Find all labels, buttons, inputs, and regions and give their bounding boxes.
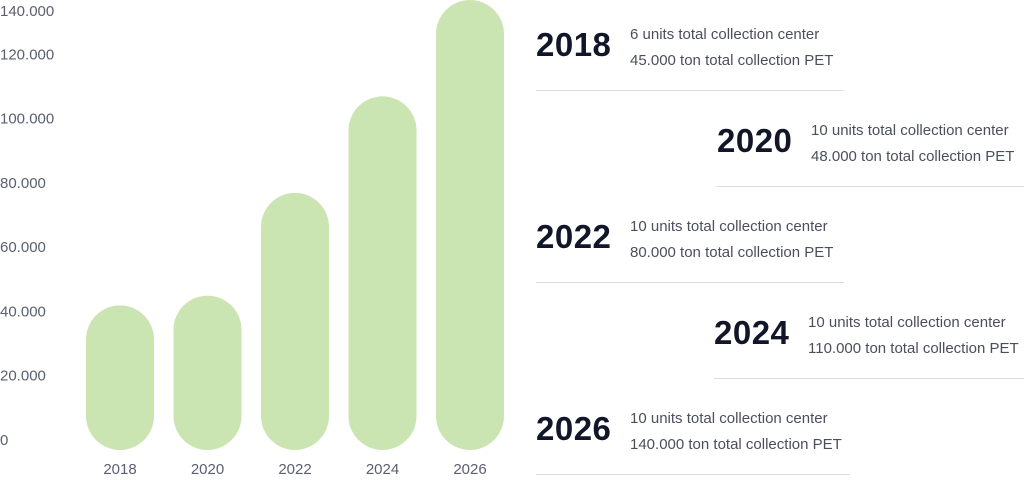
y-tick-label: 0 (0, 432, 8, 449)
x-tick-label: 2026 (453, 461, 486, 478)
x-tick-label: 2018 (103, 461, 136, 478)
y-tick-label: 140.000 (0, 3, 54, 20)
entry-tons: 110.000 ton total collection PET (808, 340, 1019, 357)
entry-2026: 2026 10 units total collection center 14… (536, 398, 850, 475)
y-tick-label: 40.000 (0, 303, 46, 320)
bar-2020 (173, 295, 242, 450)
bar-2026 (436, 0, 504, 450)
entry-year: 2022 (536, 218, 612, 255)
y-tick-label: 100.000 (0, 111, 54, 128)
y-tick-label: 20.000 (0, 368, 46, 385)
entry-units: 6 units total collection center (630, 26, 820, 43)
x-tick-label: 2020 (191, 461, 224, 478)
entry-2020: 2020 10 units total collection center 48… (717, 110, 1024, 187)
bar-2022 (261, 192, 329, 450)
bar-2024 (348, 96, 417, 450)
x-tick-label: 2022 (278, 461, 311, 478)
entry-units: 10 units total collection center (630, 218, 828, 235)
entry-2018: 2018 6 units total collection center 45.… (536, 14, 843, 91)
entry-tons: 45.000 ton total collection PET (630, 52, 834, 69)
entry-tons: 48.000 ton total collection PET (811, 148, 1015, 165)
bar-chart: 0 20.000 40.000 60.000 80.000 100.000 120.000 1… (0, 0, 504, 478)
y-tick-label: 60.000 (0, 239, 46, 256)
entry-units: 10 units total collection center (630, 410, 828, 427)
entry-2022: 2022 10 units total collection center 80… (536, 206, 844, 283)
entry-year: 2018 (536, 26, 612, 63)
entry-units: 10 units total collection center (808, 314, 1006, 331)
entry-tons: 80.000 ton total collection PET (630, 244, 834, 261)
y-tick-label: 80.000 (0, 175, 46, 192)
entry-units: 10 units total collection center (811, 122, 1009, 139)
entry-year: 2024 (714, 314, 790, 351)
y-tick-label: 120.000 (0, 46, 54, 63)
entry-tons: 140.000 ton total collection PET (630, 436, 842, 453)
entry-year: 2020 (717, 122, 793, 159)
entry-year: 2026 (536, 410, 612, 447)
x-tick-label: 2024 (366, 461, 399, 478)
entry-2024: 2024 10 units total collection center 11… (714, 302, 1024, 379)
bar-2018 (86, 305, 154, 450)
